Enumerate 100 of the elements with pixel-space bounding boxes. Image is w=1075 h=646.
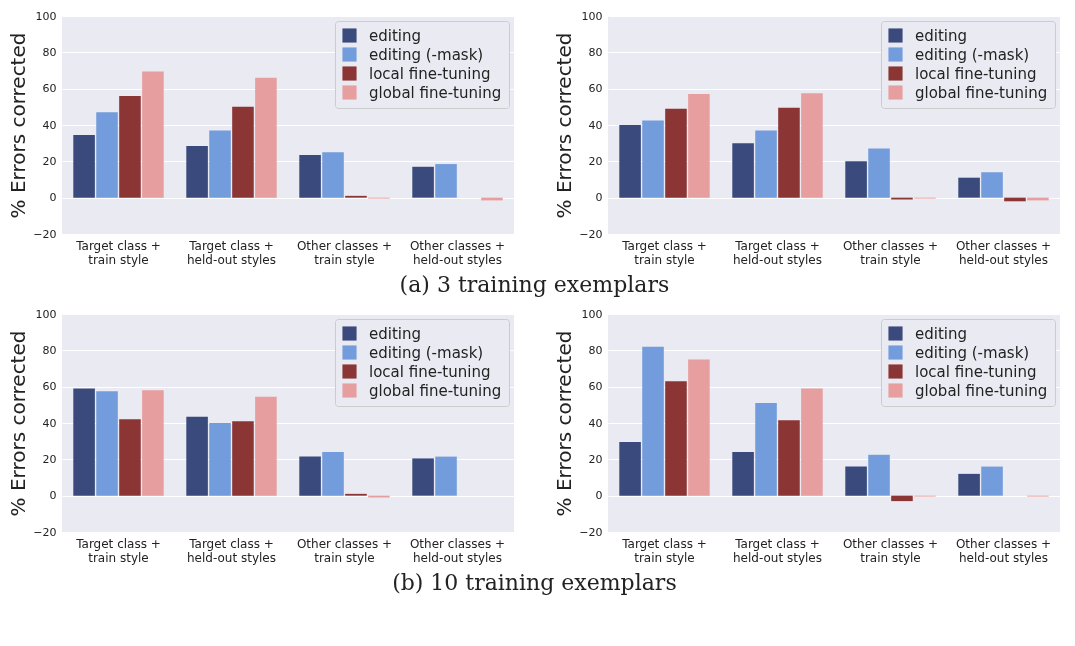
legend-label: global fine-tuning (369, 381, 502, 400)
bar (778, 107, 800, 198)
bar (868, 454, 890, 496)
x-tick-label: Other classes + train style (296, 238, 393, 267)
x-tick-label: Target class + train style (75, 536, 161, 565)
x-tick-label: Target class + train style (621, 536, 707, 565)
y-tick-label: 80 (588, 343, 603, 357)
x-tick-label: Target class + train style (75, 238, 161, 267)
y-tick-label: 20 (588, 154, 603, 168)
bar (73, 388, 95, 496)
legend-label: local fine-tuning (369, 64, 491, 83)
y-tick-label: −20 (579, 525, 603, 539)
y-tick-label: −20 (33, 227, 57, 241)
bar (732, 452, 754, 496)
bar (299, 154, 321, 198)
y-tick-label: 40 (588, 118, 603, 132)
y-tick-label: 20 (42, 154, 57, 168)
y-tick-label: 60 (42, 82, 57, 96)
y-tick-label: 20 (42, 452, 57, 466)
bar (186, 416, 208, 496)
y-axis-title: % Errors corrected (6, 32, 31, 219)
y-tick-label: 100 (35, 9, 57, 23)
bar (891, 495, 913, 502)
bar (958, 177, 980, 198)
y-tick-label: −20 (579, 227, 603, 241)
y-tick-label: 100 (581, 307, 603, 321)
bar (322, 452, 344, 496)
x-tick-label: Other classes + held-out styles (409, 238, 506, 267)
y-tick-label: 60 (588, 82, 603, 96)
y-tick-label: 80 (588, 45, 603, 59)
legend-label: editing (-mask) (915, 45, 1030, 64)
bar (619, 125, 641, 198)
y-tick-label: 40 (42, 416, 57, 430)
x-tick-label: Target class + held-out styles (187, 536, 276, 565)
bar (209, 423, 231, 496)
bar (778, 420, 800, 496)
y-tick-label: 20 (588, 452, 603, 466)
bar (299, 456, 321, 496)
bar (119, 95, 141, 198)
x-tick-label: Other classes + held-out styles (955, 238, 1052, 267)
bar (845, 161, 867, 198)
bar (958, 473, 980, 496)
bar (665, 108, 687, 198)
y-axis-title: % Errors corrected (6, 330, 31, 517)
legend-label: editing (915, 324, 967, 343)
bar (642, 346, 664, 496)
x-tick-label: Other classes + train style (842, 238, 939, 267)
text: (a) 3 training exemplars (399, 272, 670, 297)
y-tick-label: 0 (49, 191, 57, 205)
y-tick-label: 40 (42, 118, 57, 132)
legend-label: editing (-mask) (369, 343, 484, 362)
bar (142, 390, 164, 496)
y-tick-label: 0 (49, 489, 57, 503)
legend-label: local fine-tuning (369, 362, 491, 381)
bar (73, 134, 95, 198)
legend-label: editing (-mask) (369, 45, 484, 64)
legend-label: editing (915, 26, 967, 45)
bar (688, 94, 710, 198)
legend-label: local fine-tuning (915, 362, 1037, 381)
x-tick-label: Target class + held-out styles (733, 536, 822, 565)
bar (801, 93, 823, 198)
bar (232, 421, 254, 496)
bar (435, 456, 457, 496)
y-tick-label: 0 (595, 191, 603, 205)
bar (868, 148, 890, 198)
bar (845, 466, 867, 496)
bar (96, 391, 118, 496)
bar (119, 419, 141, 496)
y-tick-label: 0 (595, 489, 603, 503)
y-axis-title: % Errors corrected (552, 330, 577, 517)
x-tick-label: Other classes + held-out styles (409, 536, 506, 565)
y-tick-label: −20 (33, 525, 57, 539)
bar (642, 120, 664, 198)
y-tick-label: 80 (42, 343, 57, 357)
bar (96, 112, 118, 198)
bar (755, 403, 777, 496)
bar (255, 396, 277, 496)
bar (732, 143, 754, 198)
bar (688, 359, 710, 496)
bar (322, 152, 344, 198)
bar (255, 77, 277, 198)
x-tick-label: Other classes + train style (296, 536, 393, 565)
bar (435, 164, 457, 198)
legend-label: editing (369, 26, 421, 45)
bar (981, 172, 1003, 198)
bar (412, 166, 434, 198)
bar (412, 458, 434, 496)
bar (755, 130, 777, 198)
bar (186, 145, 208, 198)
x-tick-label: Target class + held-out styles (733, 238, 822, 267)
x-tick-label: Target class + held-out styles (187, 238, 276, 267)
y-tick-label: 60 (42, 380, 57, 394)
x-tick-label: Other classes + held-out styles (955, 536, 1052, 565)
bar (801, 388, 823, 496)
legend-label: editing (369, 324, 421, 343)
bar (142, 71, 164, 198)
y-tick-label: 80 (42, 45, 57, 59)
legend-label: global fine-tuning (369, 83, 502, 102)
legend-label: local fine-tuning (915, 64, 1037, 83)
y-tick-label: 100 (581, 9, 603, 23)
